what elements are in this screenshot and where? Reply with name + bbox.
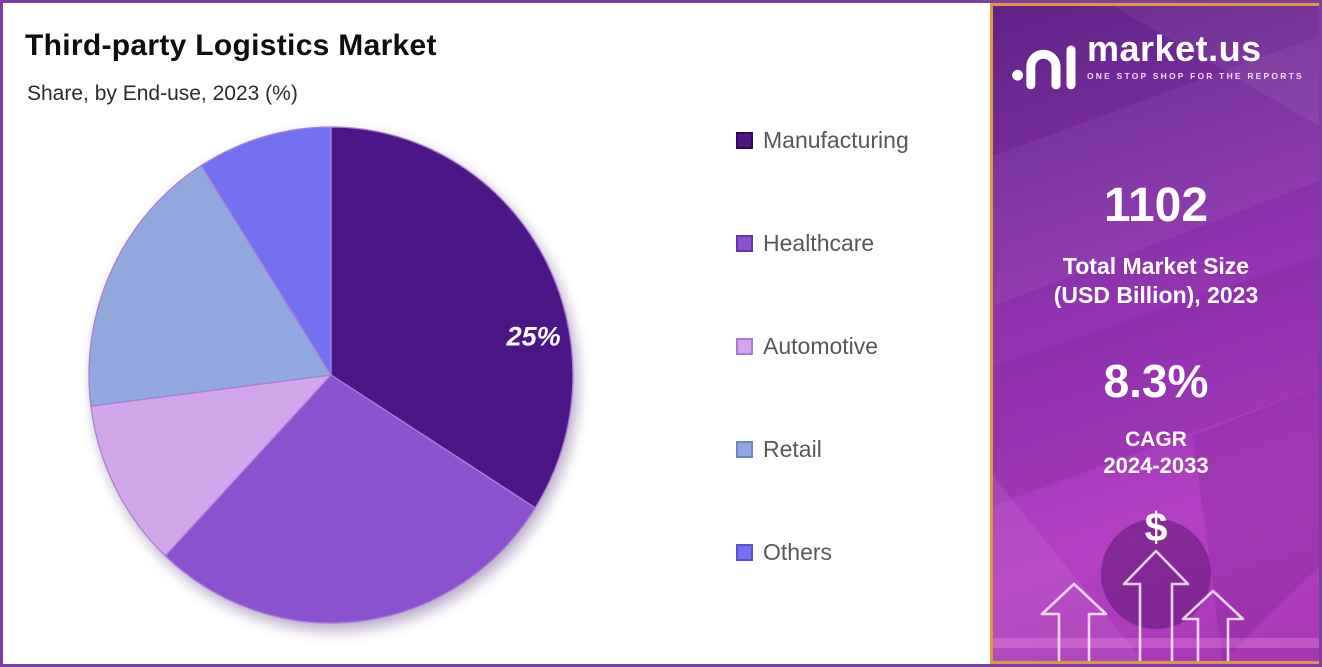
dollar-icon: $ [1144,504,1168,550]
pie-slice-automotive [90,374,332,557]
pie-slice-manufacturing [330,126,574,509]
pie-slice-healthcare [164,374,536,624]
legend-item-retail: Retail [736,438,909,461]
legend-label: Healthcare [763,230,875,256]
pie-chart: 25% [88,126,574,624]
sidebar-texture [993,6,1319,661]
total-market-size-label-line1: Total Market Size [1062,253,1250,279]
total-market-size-label-line2: (USD Billion), 2023 [1053,282,1259,308]
legend-item-healthcare: Healthcare [736,232,909,255]
legend-swatch [736,441,753,458]
legend-swatch [736,235,753,252]
legend-item-others: Others [736,541,909,564]
total-market-size-value: 1102 [1103,179,1209,232]
pie-data-label: 25% [506,322,561,352]
cagr-value: 8.3% [1103,355,1209,407]
brand-logo: market.us ONE STOP SHOP FOR THE REPORTS [1011,31,1304,93]
legend-item-automotive: Automotive [736,335,909,358]
legend-label: Manufacturing [763,127,909,153]
brand-tagline: ONE STOP SHOP FOR THE REPORTS [1087,71,1304,81]
pie-slice-others [200,126,332,376]
legend-swatch [736,132,753,149]
cagr-label-line2: 2024-2033 [1103,453,1209,478]
legend-swatch [736,338,753,355]
brand-sidebar: market.us ONE STOP SHOP FOR THE REPORTS … [990,3,1319,664]
legend-item-manufacturing: Manufacturing [736,129,909,152]
brand-name: market.us [1087,28,1262,69]
market-us-logo-icon [1012,45,1076,90]
growth-arrows-icon [1040,549,1245,661]
chart-subtitle: Share, by End-use, 2023 (%) [27,82,298,105]
legend-label: Automotive [763,333,879,359]
legend: Manufacturing Healthcare Automotive Retail O… [736,129,909,564]
legend-label: Others [763,539,833,565]
cagr-label-line1: CAGR [1125,428,1187,451]
legend-swatch [736,544,753,561]
pie-slice-retail [88,164,332,407]
chart-title: Third-party Logistics Market [25,29,437,62]
legend-label: Retail [763,436,822,462]
